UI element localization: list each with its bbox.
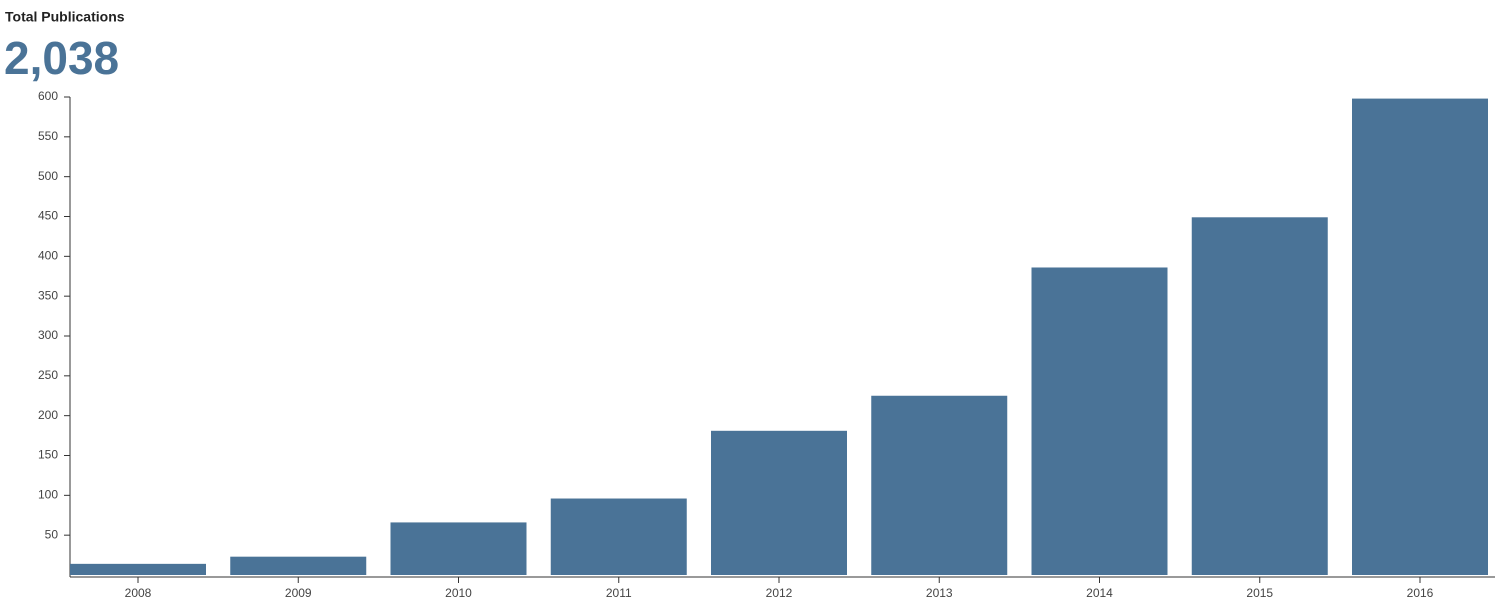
- x-tick-label: 2009: [285, 586, 312, 600]
- bar: [550, 498, 687, 575]
- bar: [230, 556, 367, 575]
- y-tick-label: 300: [38, 328, 58, 342]
- y-tick-label: 400: [38, 249, 58, 263]
- chart-title: Total Publications: [5, 9, 125, 25]
- bar: [871, 395, 1008, 575]
- y-tick-label: 500: [38, 169, 58, 183]
- bar: [1031, 267, 1168, 575]
- bar: [1191, 217, 1328, 575]
- y-tick-label: 550: [38, 129, 58, 143]
- y-tick-label: 600: [38, 89, 58, 103]
- bar: [70, 563, 206, 575]
- x-tick-label: 2014: [1086, 586, 1113, 600]
- x-tick-label: 2013: [926, 586, 953, 600]
- y-tick-label: 50: [45, 527, 59, 541]
- x-tick-label: 2015: [1246, 586, 1273, 600]
- x-tick-label: 2012: [766, 586, 793, 600]
- y-tick-label: 450: [38, 209, 58, 223]
- y-tick-label: 100: [38, 488, 58, 502]
- x-tick-label: 2016: [1407, 586, 1434, 600]
- x-tick-label: 2011: [606, 586, 632, 600]
- bar: [711, 430, 847, 575]
- y-tick-label: 200: [38, 408, 58, 422]
- total-count: 2,038: [4, 32, 119, 84]
- y-tick-label: 350: [38, 288, 58, 302]
- bar: [390, 522, 527, 575]
- y-tick-label: 150: [38, 448, 58, 462]
- x-tick-label: 2008: [125, 586, 152, 600]
- bar: [1352, 98, 1488, 576]
- y-tick-label: 250: [38, 368, 58, 382]
- x-tick-label: 2010: [445, 586, 472, 600]
